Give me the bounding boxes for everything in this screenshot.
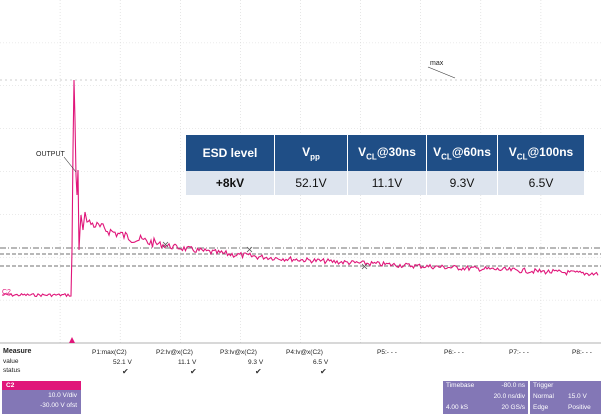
trigger-label: Trigger (533, 382, 554, 389)
status-check-icon: ✔ (190, 367, 197, 376)
cell-esd-level: +8kV (186, 171, 275, 195)
status-check-icon: ✔ (122, 367, 129, 376)
timebase-offset: -80.0 ns (501, 382, 526, 389)
value-row-label: value (3, 358, 19, 365)
measure-value-p3: 9.3 V (248, 359, 264, 366)
header-vcl-100ns: VCL@100ns (497, 135, 585, 171)
measure-param-p3[interactable]: P3:lv@x(C2) (220, 349, 257, 356)
channel-name: C2 (6, 382, 15, 389)
timebase-div: 20.0 ns/div (493, 393, 525, 400)
timebase-box[interactable]: Timebase -80.0 ns 20.0 ns/div 4.00 kS 20… (443, 381, 528, 414)
timebase-label: Timebase (446, 382, 475, 389)
measure-param-p4[interactable]: P4:lv@x(C2) (286, 349, 323, 356)
trigger-mode: Normal (533, 393, 554, 400)
waveform-trace (1, 79, 599, 298)
measure-title: Measure (3, 348, 32, 355)
output-leader (63, 156, 77, 173)
channel-scale: 10.0 V/div (48, 392, 77, 399)
reference-lines (0, 79, 601, 267)
esd-results-table: ESD level Vpp VCL@30ns VCL@60ns VCL@100n… (186, 135, 585, 195)
header-esd-level: ESD level (186, 135, 275, 171)
status-check-icon: ✔ (255, 367, 262, 376)
cursor-markers (162, 241, 368, 270)
measure-value-p4: 6.5 V (313, 359, 329, 366)
measure-param-p8[interactable]: P8:- - - (572, 349, 592, 356)
output-label: OUTPUT (36, 151, 66, 158)
max-label: max (430, 60, 444, 67)
measure-param-p7[interactable]: P7:- - - (509, 349, 529, 356)
cell-vcl-100ns: 6.5V (497, 171, 585, 195)
trigger-box[interactable]: Trigger Normal 15.0 V Edge Positive (530, 381, 601, 414)
trigger-type: Edge (533, 404, 549, 411)
trigger-slope: Positive (568, 404, 591, 411)
header-vcl-60ns: VCL@60ns (426, 135, 498, 171)
measure-param-p5[interactable]: P5:- - - (377, 349, 397, 356)
cell-vcl-60ns: 9.3V (426, 171, 498, 195)
channel-offset: -30.00 V ofst (40, 402, 77, 409)
header-vpp: Vpp (274, 135, 348, 171)
timebase-samples: 4.00 kS (446, 404, 469, 411)
table-row: +8kV 52.1V 11.1V 9.3V 6.5V (186, 171, 585, 195)
status-check-icon: ✔ (320, 367, 327, 376)
measure-param-p1[interactable]: P1:max(C2) (92, 349, 127, 356)
measure-param-p6[interactable]: P6:- - - (444, 349, 464, 356)
table-header-row: ESD level Vpp VCL@30ns VCL@60ns VCL@100n… (186, 135, 585, 171)
measure-value-p1: 52.1 V (113, 359, 132, 366)
cell-vpp: 52.1V (274, 171, 348, 195)
trigger-marker-icon (69, 337, 75, 343)
trigger-level: 15.0 V (568, 393, 587, 400)
status-row-label: status (3, 367, 21, 374)
measure-param-p2[interactable]: P2:lv@x(C2) (156, 349, 193, 356)
measure-value-p2: 11.1 V (178, 359, 197, 366)
timebase-rate: 20 GS/s (501, 404, 525, 411)
cell-vcl-30ns: 11.1V (347, 171, 427, 195)
max-leader (427, 66, 456, 79)
channel-marker: C2 (2, 289, 11, 296)
header-vcl-30ns: VCL@30ns (347, 135, 427, 171)
channel-descriptor-box[interactable]: C2 10.0 V/div -30.00 V ofst (2, 381, 81, 414)
